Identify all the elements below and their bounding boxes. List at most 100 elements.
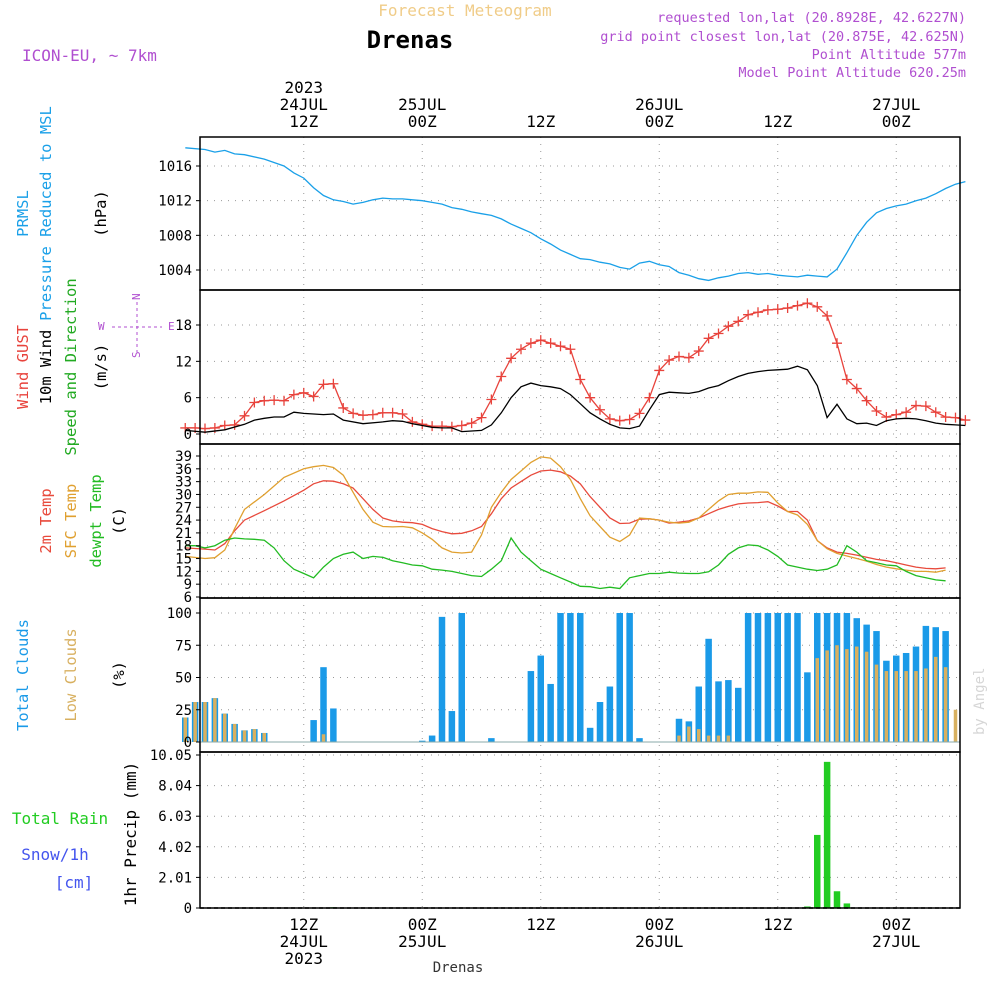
bar-total-clouds: [428, 735, 436, 742]
series-line-sfc-temp: [185, 456, 946, 573]
bottom-time-label: 27JUL: [872, 932, 920, 951]
gust-point: [812, 301, 823, 312]
bar-total-clouds: [675, 718, 683, 742]
ytick-label: 12: [175, 564, 192, 580]
bar-total-clouds: [764, 613, 772, 742]
ytick-label: 1008: [158, 228, 192, 244]
gust-point: [733, 316, 744, 327]
bar-total-clouds: [527, 671, 535, 742]
series-line-10m-wind: [185, 365, 966, 433]
wind-ylabel: (m/s): [92, 344, 110, 391]
gust-point: [239, 410, 250, 421]
temperature-ylabel: 2m Temp: [37, 488, 55, 553]
ytick-label: 25: [175, 703, 192, 719]
gust-point: [950, 412, 961, 423]
gust-point: [792, 300, 803, 311]
bar-total-clouds: [774, 613, 781, 742]
gust-point: [861, 395, 872, 406]
bar-low-clouds: [687, 726, 691, 742]
bar-total-clouds: [310, 720, 317, 742]
bar-total-rain: [823, 761, 831, 908]
bar-low-clouds: [726, 735, 731, 742]
bar-low-clouds: [252, 729, 257, 742]
axes-layer: 1004100810121016061218691215182124273033…: [12, 78, 961, 968]
series-line-dewpt-temp: [185, 536, 946, 590]
ytick-label: 39: [175, 449, 192, 465]
gust-point: [486, 394, 497, 405]
bar-low-clouds: [203, 702, 207, 742]
gust-point: [545, 338, 556, 349]
bar-low-clouds: [223, 713, 227, 742]
gust-point: [802, 298, 813, 309]
ytick-label: 8.04: [158, 779, 192, 795]
bar-low-clouds: [706, 735, 711, 742]
bar-low-clouds: [894, 671, 898, 742]
chart-subtitle: Forecast Meteogram: [378, 1, 551, 20]
ytick-label: 4.02: [158, 840, 192, 856]
bar-total-clouds: [586, 727, 594, 742]
bar-low-clouds: [835, 645, 839, 742]
bar-low-clouds: [262, 732, 266, 742]
gust-point: [496, 371, 507, 382]
ytick-label: 0: [184, 735, 192, 751]
top-time-label: 12Z: [289, 112, 318, 131]
ytick-label: 0: [184, 901, 192, 917]
bar-low-clouds: [697, 729, 701, 742]
gust-point: [713, 328, 724, 339]
gust-point: [772, 304, 783, 315]
bottom-time-label: 25JUL: [398, 932, 446, 951]
bar-total-clouds: [448, 711, 456, 742]
temperature-ylabel: dewpt Temp: [87, 474, 105, 567]
bar-low-clouds: [825, 650, 829, 742]
rain-legend: Total Rain: [12, 809, 108, 828]
gust-point: [654, 365, 665, 376]
ytick-label: 6: [184, 391, 192, 407]
top-time-label: 26JUL: [635, 95, 683, 114]
temperature-ylabel: SFC Temp: [62, 484, 80, 559]
bar-total-clouds: [557, 613, 564, 742]
top-time-label: 00Z: [645, 112, 674, 131]
gust-point: [960, 415, 971, 426]
bottom-time-label: 00Z: [645, 915, 674, 934]
gust-point: [348, 408, 359, 419]
bottom-time-label: 24JUL: [280, 932, 328, 951]
gust-point: [259, 395, 270, 406]
gust-point: [387, 407, 398, 418]
bar-total-clouds: [596, 702, 604, 742]
bar-low-clouds: [193, 702, 197, 742]
bar-low-clouds: [183, 717, 187, 742]
bar-low-clouds: [716, 735, 721, 742]
gust-point: [674, 351, 684, 362]
gust-point: [219, 420, 230, 431]
top-time-label: 00Z: [882, 112, 911, 131]
bar-total-clouds: [547, 683, 554, 742]
bar-total-clouds: [725, 680, 732, 742]
gust-point: [762, 304, 773, 315]
bar-total-clouds: [626, 613, 633, 742]
snow-legend: Snow/1h: [21, 845, 88, 864]
gust-point: [930, 407, 941, 418]
compass-east: E: [168, 320, 175, 333]
gust-point: [614, 415, 625, 426]
bar-low-clouds: [213, 698, 217, 742]
bottom-time-label: 12Z: [289, 915, 318, 934]
bar-total-rain: [814, 834, 821, 908]
bar-total-clouds: [458, 613, 465, 742]
meta-line-1: requested lon,lat (20.8928E, 42.6227N): [657, 10, 966, 26]
ytick-label: 10.05: [150, 748, 192, 764]
gust-point: [249, 397, 260, 408]
gust-point: [318, 379, 329, 390]
bar-low-clouds: [321, 734, 326, 742]
gust-point: [664, 355, 675, 366]
ytick-label: 2.01: [158, 870, 192, 886]
panel-frame-precip: [199, 751, 961, 909]
pressure-ylabel: Pressure Reduced to MSL: [37, 106, 55, 321]
gust-point: [565, 344, 576, 355]
clouds-ylabel: (%): [110, 661, 128, 689]
bar-total-clouds: [715, 681, 722, 742]
clouds-ylabel: Total Clouds: [14, 619, 32, 731]
compass-west: W: [98, 320, 105, 333]
gust-point: [516, 344, 526, 355]
gust-point: [911, 400, 921, 411]
